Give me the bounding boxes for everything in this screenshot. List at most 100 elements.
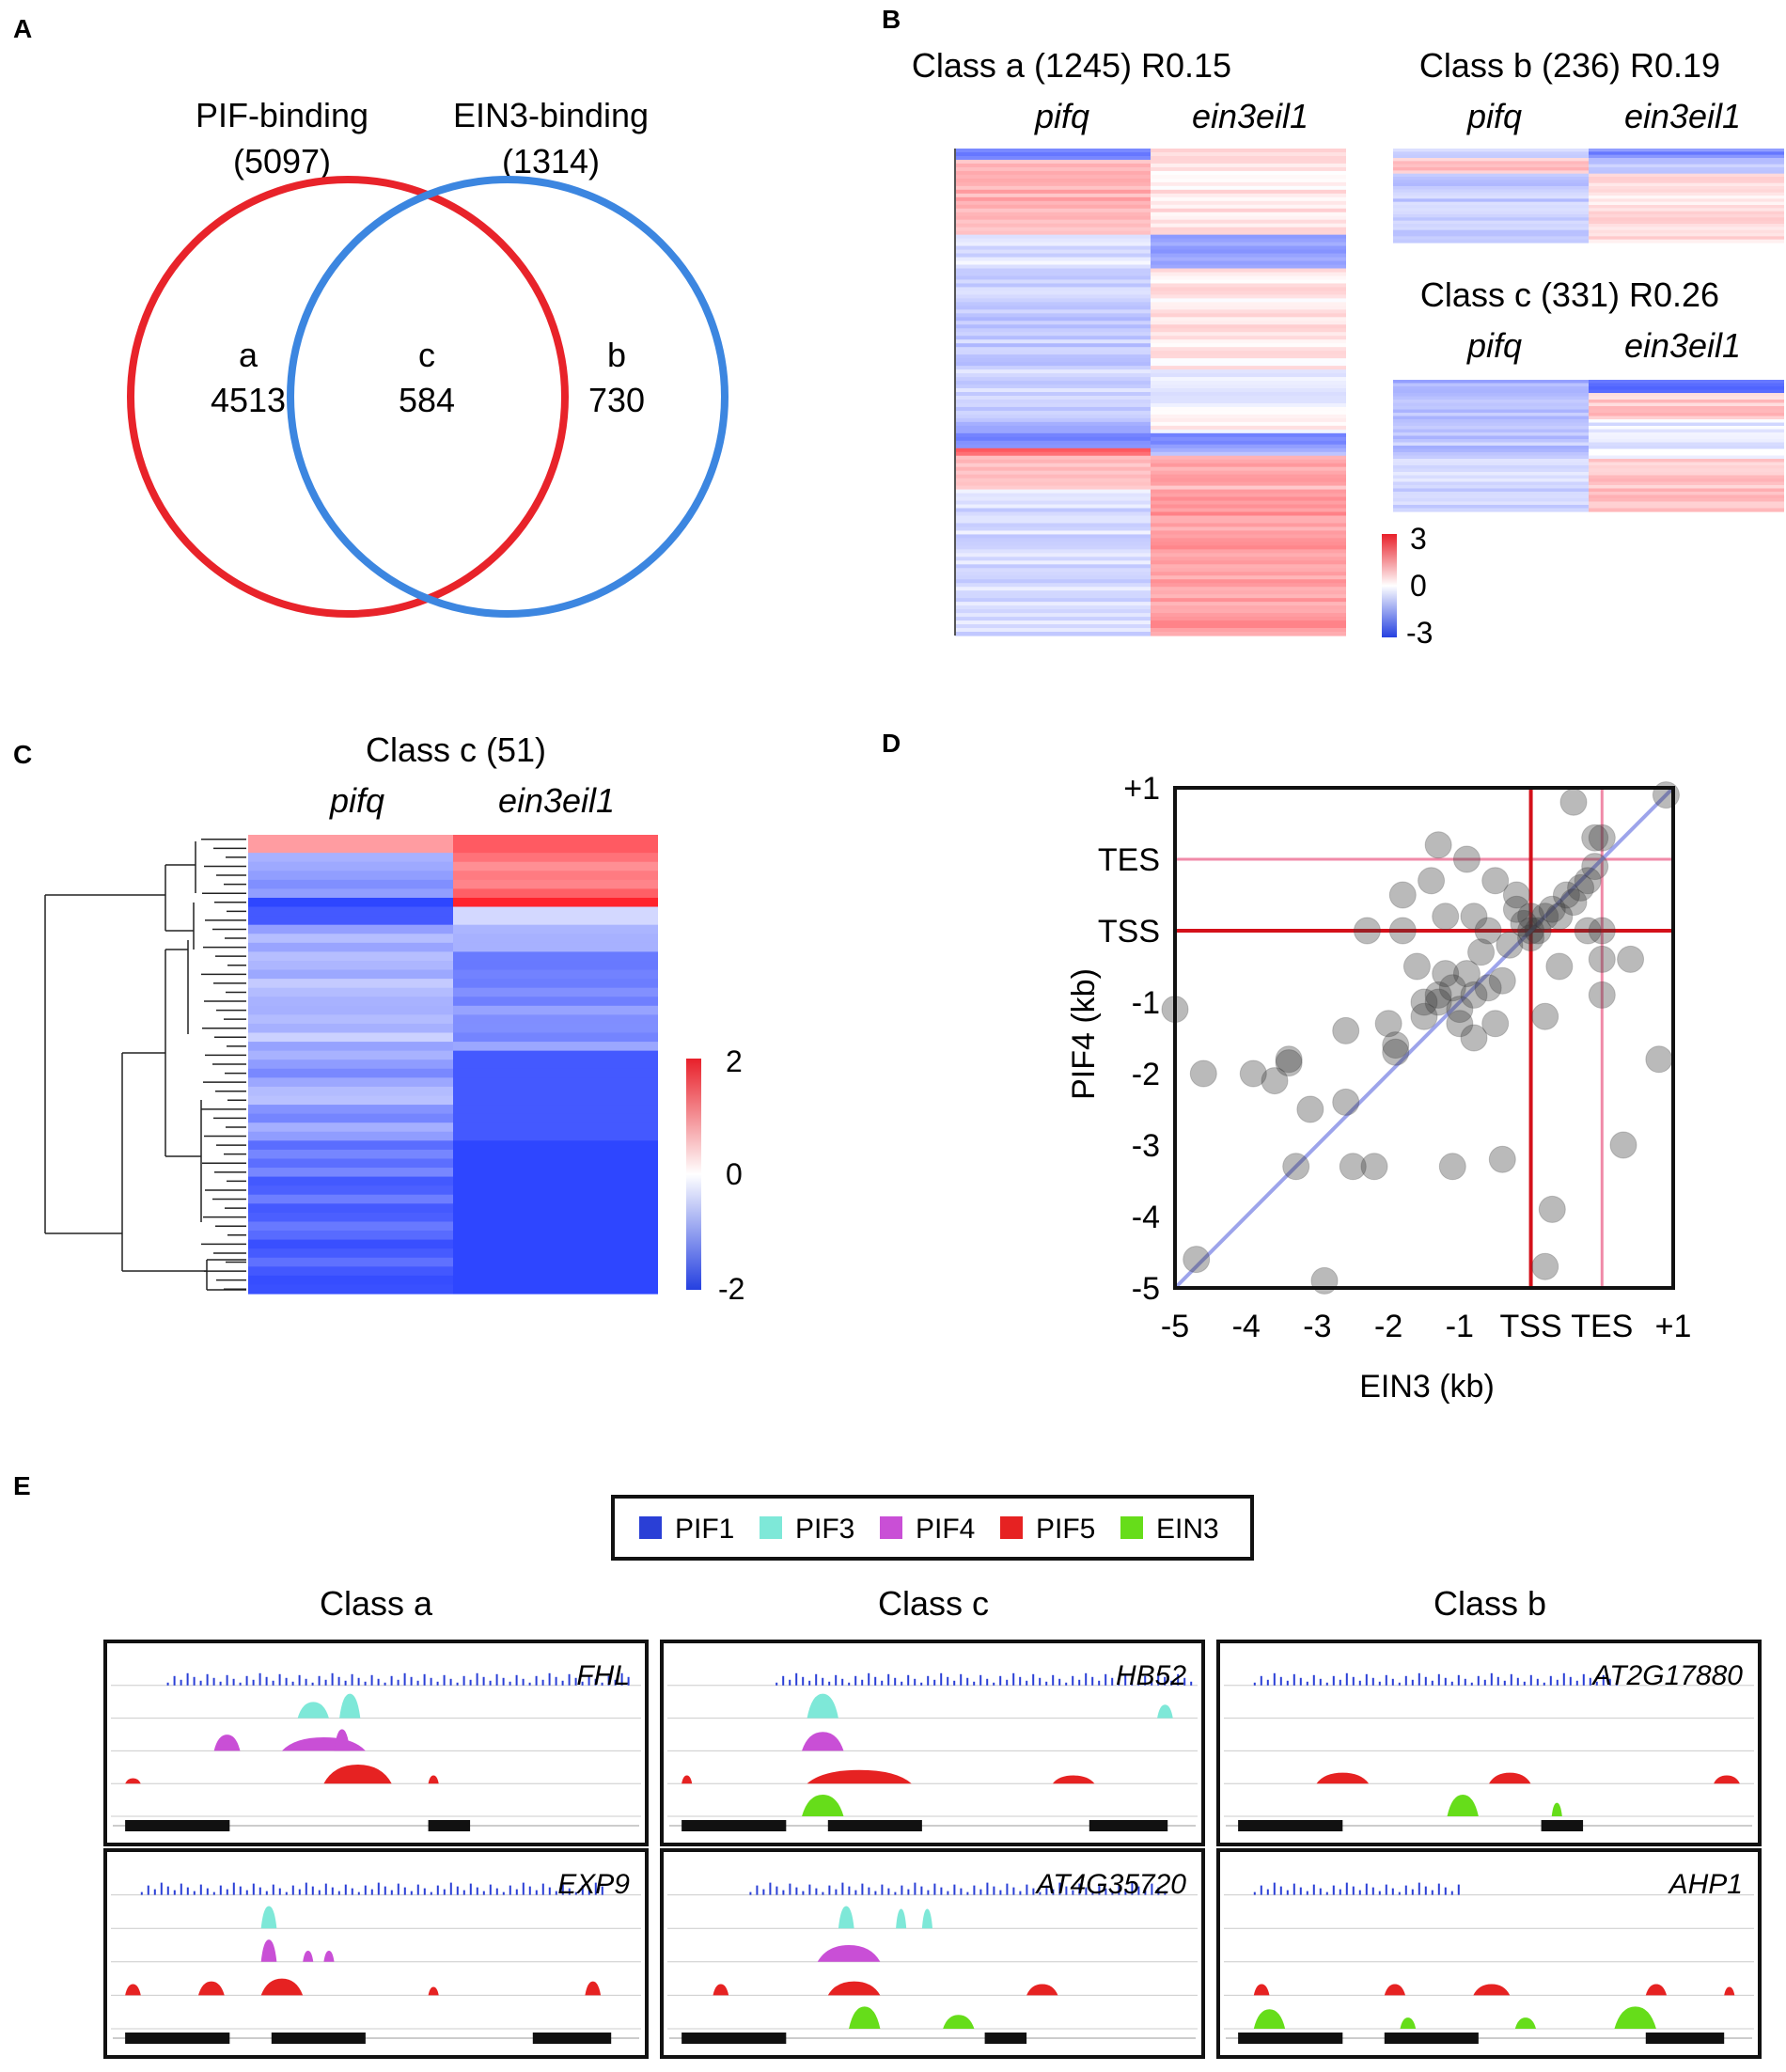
class-b-heatmap-cell bbox=[1589, 158, 1784, 162]
class-a-heatmap-cell bbox=[1151, 200, 1346, 206]
track-signal-bar bbox=[822, 1891, 824, 1895]
track-signal-bar bbox=[476, 1672, 478, 1686]
class-c-heatmap-cell bbox=[1393, 498, 1589, 503]
panel-c-heatmap-cell bbox=[248, 1158, 453, 1169]
class-a-heatmap-cell bbox=[955, 212, 1151, 217]
panel-c-heatmap-cell bbox=[248, 1203, 453, 1214]
track-signal-bar bbox=[933, 1679, 936, 1686]
panel-c-heatmap-cell bbox=[248, 924, 453, 934]
class-a-heatmap-cell bbox=[955, 594, 1151, 599]
panel-c-heatmap-cell bbox=[453, 879, 658, 890]
track-signal-bar bbox=[1118, 1885, 1120, 1895]
class-a-heatmap-cell bbox=[1151, 268, 1346, 274]
gene-model-exon bbox=[827, 1820, 922, 1831]
track-signal-bar bbox=[601, 1886, 603, 1895]
track-signal-peak bbox=[802, 1794, 844, 1816]
track-signal-bar bbox=[887, 1673, 890, 1686]
panel-c-heatmap-cell bbox=[453, 1014, 658, 1025]
class-a-heatmap-cell bbox=[955, 200, 1151, 206]
y-tick-label: TES bbox=[1098, 842, 1160, 878]
class-c-heatmap-cell bbox=[1393, 505, 1589, 510]
class-a-heatmap-cell bbox=[955, 605, 1151, 610]
class-a-heatmap-cell bbox=[955, 227, 1151, 232]
panel-b-scale-max: 3 bbox=[1410, 522, 1427, 556]
panel-c-letter: C bbox=[13, 740, 32, 769]
class-a-heatmap-cell bbox=[955, 309, 1151, 314]
panel-c-heatmap-cell bbox=[453, 897, 658, 908]
class-a-heatmap-cell bbox=[1151, 598, 1346, 603]
track-signal-peak bbox=[682, 1775, 693, 1784]
class-a-heatmap-cell bbox=[955, 613, 1151, 618]
scatter-point bbox=[1418, 867, 1446, 895]
class-a-heatmap-cell bbox=[1151, 275, 1346, 281]
class-b-heatmap-cell bbox=[1589, 149, 1784, 152]
track-signal-bar bbox=[199, 1884, 202, 1895]
class-c-heatmap-cell bbox=[1393, 481, 1589, 486]
class-a-heatmap-cell bbox=[955, 481, 1151, 487]
class-b-heatmap-cell bbox=[1393, 229, 1589, 234]
class-c-heatmap-cell bbox=[1393, 383, 1589, 387]
track-signal-bar bbox=[802, 1891, 805, 1895]
class-a-heatmap-cell bbox=[1151, 328, 1346, 333]
class-a-heatmap-cell bbox=[1151, 358, 1346, 363]
track-signal-bar bbox=[588, 1674, 590, 1686]
track-signal-bar bbox=[509, 1885, 511, 1895]
gene-label: EXP9 bbox=[557, 1869, 630, 1900]
scatter-point bbox=[1496, 931, 1524, 959]
class-a-heatmap-cell bbox=[1151, 373, 1346, 378]
panel-c-heatmap-cell bbox=[453, 1050, 658, 1060]
track-signal-bar bbox=[357, 1677, 360, 1686]
class-a-heatmap-cell bbox=[1151, 302, 1346, 306]
scatter-point bbox=[1531, 903, 1559, 931]
panel-e-letter: E bbox=[13, 1471, 31, 1500]
panel-c-heatmap-cell bbox=[248, 861, 453, 871]
class-a-heatmap-cell bbox=[955, 508, 1151, 513]
panel-c-heatmap-cell bbox=[248, 871, 453, 881]
panel-e-legend: PIF1 PIF3 PIF4 PIF5 EIN3 bbox=[611, 1495, 1254, 1561]
class-a-heatmap-cell bbox=[955, 620, 1151, 625]
panel-c-dendrogram bbox=[44, 839, 246, 1291]
class-a-heatmap-cell bbox=[955, 410, 1151, 416]
track-signal-bar bbox=[574, 1677, 577, 1686]
class-c-heatmap-cell bbox=[1393, 459, 1589, 463]
class-a-heatmap-cell bbox=[1151, 343, 1346, 348]
panel-c-heatmap-cell bbox=[453, 1086, 658, 1097]
track-signal-bar bbox=[1437, 1673, 1440, 1686]
track-signal-bar bbox=[212, 1677, 215, 1686]
track-signal-bar bbox=[1503, 1680, 1506, 1686]
class-a-heatmap-cell bbox=[955, 215, 1151, 221]
track-signal-bar bbox=[384, 1886, 386, 1895]
panel-c-heatmap-cell bbox=[453, 1077, 658, 1088]
y-tick-label: -5 bbox=[1132, 1271, 1160, 1307]
track-panel-box bbox=[660, 1640, 1205, 1846]
dendrogram-branch bbox=[121, 1052, 207, 1272]
class-a-heatmap-cell bbox=[1151, 530, 1346, 536]
track-signal-bar bbox=[1072, 1890, 1074, 1895]
track-signal-bar bbox=[1157, 1887, 1160, 1895]
x-tick-label: -4 bbox=[1232, 1309, 1261, 1344]
class-a-heatmap-cell bbox=[1151, 466, 1346, 472]
class-a-heatmap-cell bbox=[1151, 193, 1346, 198]
track-signal-bar bbox=[199, 1680, 202, 1686]
class-a-heatmap-cell bbox=[1151, 294, 1346, 299]
track-signal-bar bbox=[1602, 1674, 1605, 1686]
class-c-heatmap-cell bbox=[1393, 435, 1589, 440]
track-signal-bar bbox=[861, 1883, 864, 1895]
class-a-heatmap-cell bbox=[955, 362, 1151, 367]
class-c-heatmap-cell bbox=[1393, 396, 1589, 400]
track-signal-bar bbox=[324, 1883, 327, 1895]
class-c-col-pifq: pifq bbox=[1466, 326, 1522, 365]
class-a-heatmap-cell bbox=[955, 587, 1151, 591]
class-a-heatmap-cell bbox=[1151, 617, 1346, 621]
track-signal-bar bbox=[749, 1891, 752, 1895]
track-signal-bar bbox=[835, 1674, 838, 1686]
class-c-heatmap-cell bbox=[1393, 485, 1589, 490]
track-signal-bar bbox=[848, 1886, 851, 1895]
track-signal-bar bbox=[232, 1678, 235, 1686]
gene-model-exon bbox=[271, 2033, 366, 2044]
track-signal-bar bbox=[901, 1885, 903, 1895]
class-a-heatmap-cell bbox=[955, 332, 1151, 337]
track-panel-box bbox=[103, 1848, 649, 2059]
track-signal-bar bbox=[351, 1888, 353, 1895]
class-a-heatmap-cell bbox=[1151, 332, 1346, 337]
